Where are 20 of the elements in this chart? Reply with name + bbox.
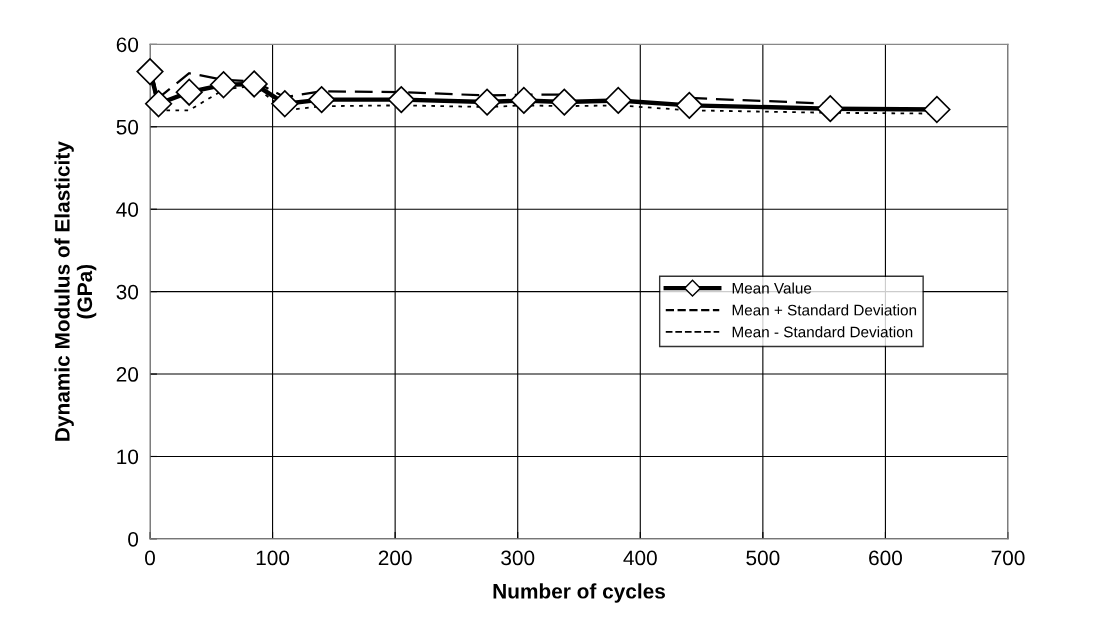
y-tick-label: 0 [128,531,139,547]
y-tick-label: 30 [116,284,139,300]
legend-label: Mean Value [732,282,812,294]
y-tick-label: 60 [116,37,139,53]
x-axis-title: Number of cycles [493,583,665,603]
x-tick-label: 400 [623,550,657,566]
legend-label: Mean + Standard Deviation [732,304,917,316]
x-tick-label: 700 [991,550,1025,566]
y-tick-label: 50 [116,119,139,135]
x-tick-label: 500 [746,550,780,566]
x-tick-label: 0 [145,550,155,566]
y-tick-label: 20 [116,367,139,382]
y-tick-label: 10 [117,449,139,465]
legend-label: Mean - Standard Deviation [732,326,913,338]
y-tick-label: 40 [116,202,139,217]
x-tick-label: 600 [869,550,902,566]
x-tick-label: 100 [256,550,290,566]
y-axis-title: Dynamic Modulus of Elasticity (GPa) [54,141,97,441]
x-tick-label: 200 [378,550,412,566]
x-tick-label: 300 [501,550,535,566]
